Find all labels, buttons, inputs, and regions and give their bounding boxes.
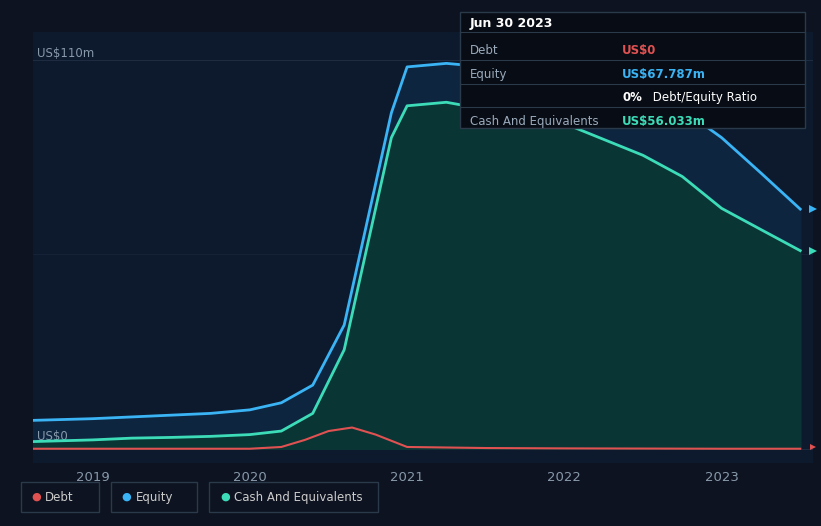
Text: Jun 30 2023: Jun 30 2023: [470, 17, 553, 30]
Text: US$0: US$0: [622, 44, 657, 57]
Text: ●: ●: [31, 492, 41, 502]
Text: US$110m: US$110m: [37, 47, 94, 59]
Text: Debt: Debt: [470, 44, 498, 57]
Text: Cash And Equivalents: Cash And Equivalents: [470, 115, 599, 128]
Text: US$56.033m: US$56.033m: [622, 115, 706, 128]
Text: 0%: 0%: [622, 92, 642, 104]
Text: US$67.787m: US$67.787m: [622, 67, 706, 80]
Text: ●: ●: [220, 492, 230, 502]
Text: Equity: Equity: [470, 67, 507, 80]
Text: Debt: Debt: [45, 491, 74, 503]
Text: ●: ●: [122, 492, 131, 502]
Text: Cash And Equivalents: Cash And Equivalents: [234, 491, 363, 503]
Text: Equity: Equity: [135, 491, 173, 503]
Text: US$0: US$0: [37, 430, 67, 443]
Text: Debt/Equity Ratio: Debt/Equity Ratio: [649, 92, 757, 104]
